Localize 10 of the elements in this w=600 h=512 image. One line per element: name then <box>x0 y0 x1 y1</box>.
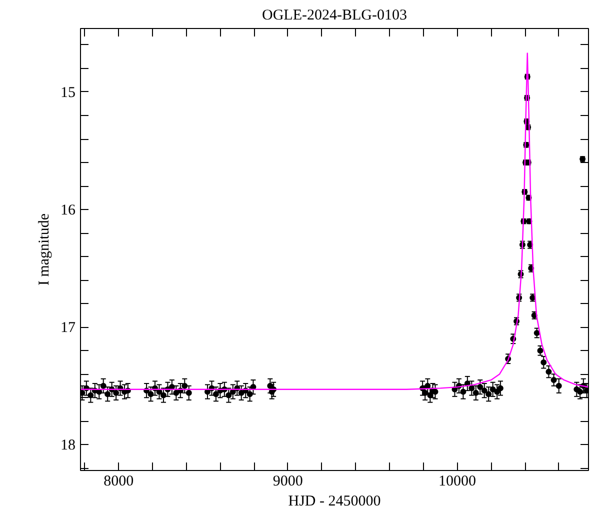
chart-title: OGLE-2024-BLG-0103 <box>262 8 407 24</box>
x-tick-label: 8000 <box>104 474 134 490</box>
x-tick-label: 10000 <box>438 474 476 490</box>
y-tick-label: 17 <box>60 320 76 336</box>
y-axis-title: I magnitude <box>36 213 52 286</box>
y-tick-label: 15 <box>60 84 76 101</box>
x-axis-title: HJD - 2450000 <box>288 494 381 510</box>
y-tick-label: 18 <box>60 438 76 454</box>
x-tick-label: 9000 <box>272 474 303 490</box>
y-tick-label: 16 <box>60 202 76 219</box>
